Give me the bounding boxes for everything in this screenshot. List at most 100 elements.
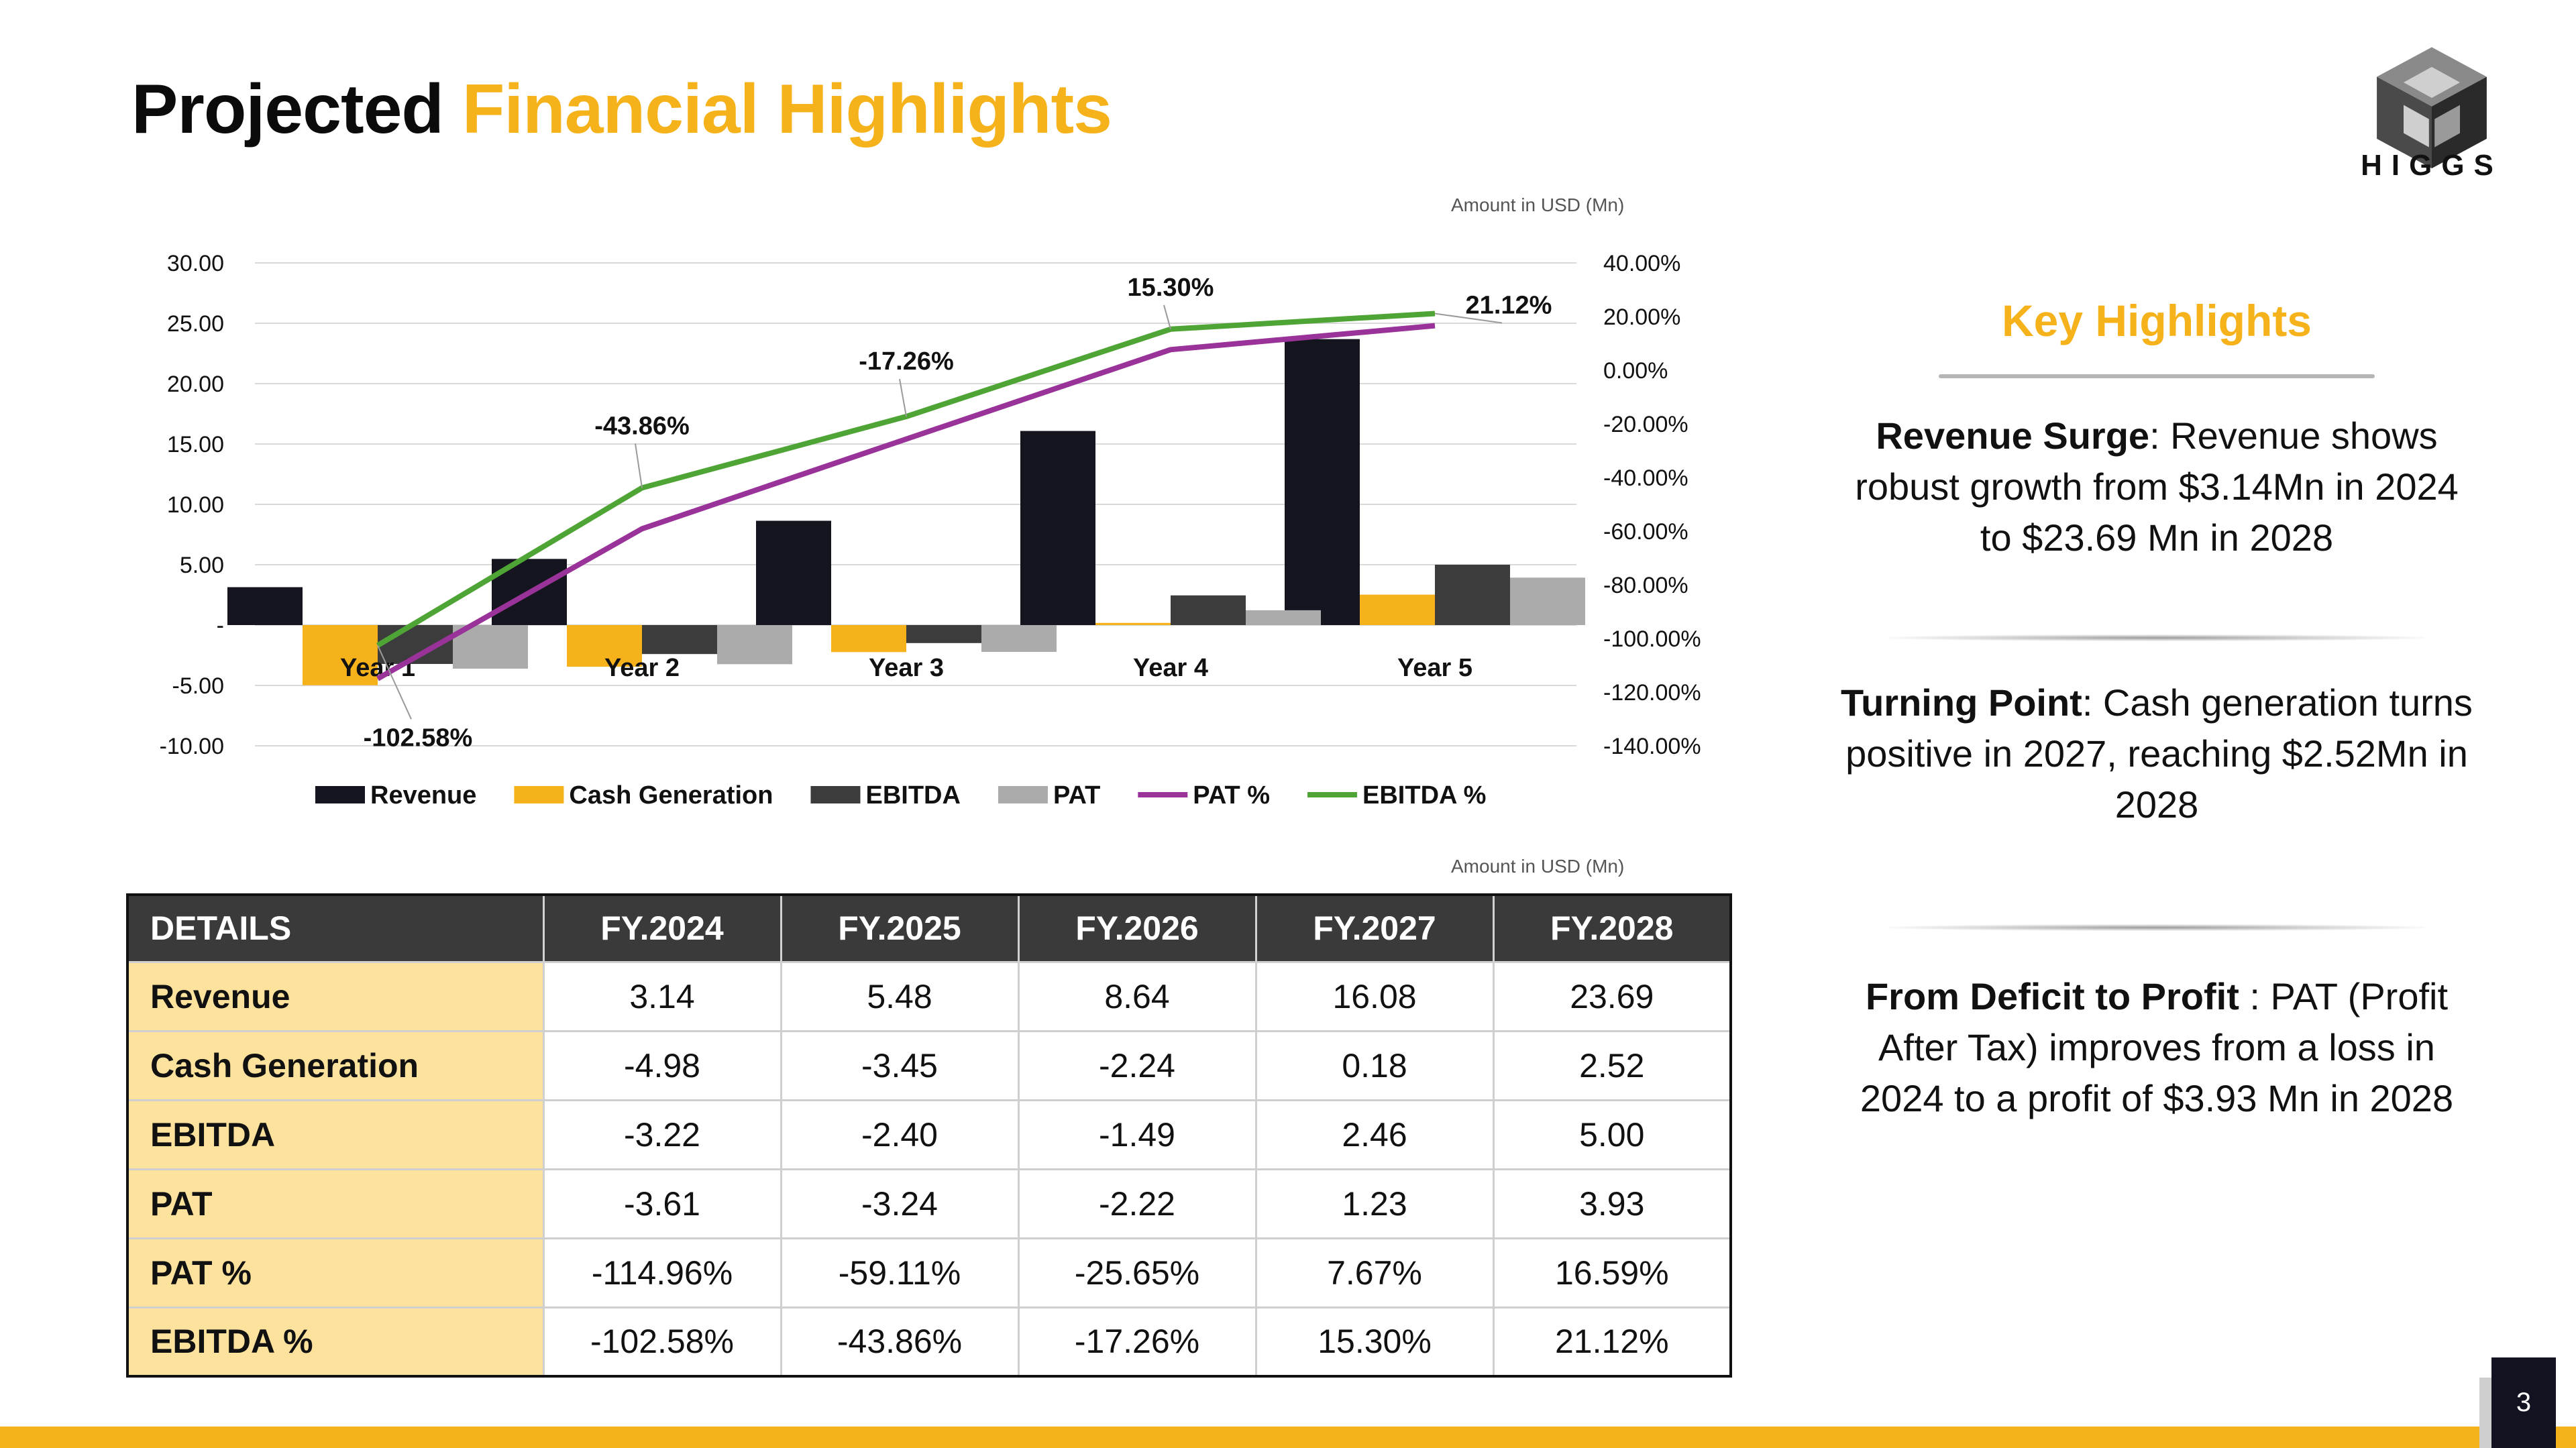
data-label-leader	[1163, 304, 1171, 330]
bar-cash-generation	[1360, 594, 1435, 625]
page-number: 3	[2491, 1357, 2556, 1448]
bar-revenue	[1285, 339, 1360, 625]
bar-pat	[981, 625, 1057, 652]
y-right-tick-label: 0.00%	[1603, 358, 1668, 384]
table-cell: -2.24	[1017, 1029, 1257, 1101]
y-right-tick-label: 20.00%	[1603, 304, 1680, 330]
row-label: EBITDA	[126, 1099, 545, 1170]
table-cell: -43.86%	[780, 1306, 1020, 1378]
table-header: FY.2025	[780, 893, 1020, 963]
legend-label: PAT	[1053, 781, 1100, 810]
data-label: -102.58%	[364, 724, 473, 752]
table-cell: 2.52	[1492, 1029, 1732, 1101]
table-cell: 3.14	[542, 960, 782, 1032]
title-underline	[1939, 374, 2375, 378]
legend-label: PAT %	[1193, 781, 1270, 810]
bar-revenue	[756, 520, 831, 625]
bar-cash-generation	[831, 625, 906, 653]
table-header: FY.2026	[1017, 893, 1257, 963]
table-cell: -1.49	[1017, 1099, 1257, 1170]
line-ebitda-	[376, 311, 1436, 648]
legend-swatch	[998, 786, 1048, 803]
table-row: Cash Generation -4.98 -3.45 -2.24 0.18 2…	[126, 1029, 1732, 1101]
page-number-shadow	[2479, 1378, 2493, 1448]
table-row: EBITDA % -102.58% -43.86% -17.26% 15.30%…	[126, 1306, 1732, 1378]
bar-ebitda	[906, 625, 981, 643]
key-highlights-title: Key Highlights	[2001, 296, 2312, 345]
y-left-tick-label: 15.00	[167, 432, 224, 457]
title-part-2: Financial Highlights	[462, 70, 1112, 148]
table-cell: 5.48	[780, 960, 1020, 1032]
y-right-tick-label: -100.00%	[1603, 626, 1701, 652]
table-row: Revenue 3.14 5.48 8.64 16.08 23.69	[126, 960, 1732, 1032]
table-header-row: DETAILS FY.2024 FY.2025 FY.2026 FY.2027 …	[126, 893, 1732, 963]
legend-label: Revenue	[370, 781, 476, 810]
divider	[1888, 634, 2425, 641]
x-category-label: Year 2	[604, 654, 680, 682]
data-label: 21.12%	[1466, 292, 1552, 320]
table-header: FY.2027	[1254, 893, 1495, 963]
bar-ebitda	[1171, 595, 1246, 625]
row-label: EBITDA %	[126, 1306, 545, 1378]
y-right-tick-label: -40.00%	[1603, 465, 1688, 491]
financial-chart: 30.00 25.00 20.00 15.00 10.00 5.00 - -5.00 -10.0…	[160, 251, 1701, 810]
y-right-tick-label: -120.00%	[1603, 680, 1701, 706]
chart-unit-label: Amount in USD (Mn)	[1451, 194, 1625, 215]
table-cell: -2.22	[1017, 1168, 1257, 1239]
y-right-tick-label: -80.00%	[1603, 573, 1688, 598]
table-cell: 16.08	[1254, 960, 1495, 1032]
highlight-item: Turning Point: Cash generation turns pos…	[1838, 677, 2475, 830]
table-cell: 23.69	[1492, 960, 1732, 1032]
data-label: -43.86%	[594, 412, 690, 440]
y-left-tick-label: 5.00	[180, 553, 224, 578]
bar-ebitda	[1435, 565, 1510, 625]
x-category-label: Year 3	[869, 654, 944, 682]
x-category-label: Year 4	[1133, 654, 1208, 682]
legend-swatch	[810, 786, 861, 803]
table-header: FY.2028	[1492, 893, 1732, 963]
y-left-tick-label: 20.00	[167, 372, 224, 397]
legend-swatch	[315, 786, 365, 803]
table-cell: 7.67%	[1254, 1237, 1495, 1308]
table-cell: 3.93	[1492, 1168, 1732, 1239]
table-cell: -2.40	[780, 1099, 1020, 1170]
row-label: PAT	[126, 1168, 545, 1239]
logo-wordmark: HIGGS	[2361, 149, 2503, 182]
table-row: EBITDA -3.22 -2.40 -1.49 2.46 5.00	[126, 1099, 1732, 1170]
page-title: Projected Financial Highlights	[131, 70, 1112, 150]
data-label: 15.30%	[1128, 274, 1214, 302]
table-cell: 2.46	[1254, 1099, 1495, 1170]
footer-accent-bar	[0, 1427, 2576, 1448]
legend-label: Cash Generation	[569, 781, 773, 810]
table-header: FY.2024	[542, 893, 782, 963]
data-label-leader	[635, 443, 643, 488]
y-left-tick-label: 10.00	[167, 492, 224, 518]
table-cell: -3.61	[542, 1168, 782, 1239]
y-left-tick-label: -5.00	[172, 673, 225, 699]
divider	[1888, 924, 2425, 931]
table-cell: -17.26%	[1017, 1306, 1257, 1378]
bar-cash-generation	[1095, 622, 1171, 625]
table-row: PAT % -114.96% -59.11% -25.65% 7.67% 16.…	[126, 1237, 1732, 1308]
table-cell: -114.96%	[542, 1237, 782, 1308]
y-right-tick-label: -60.00%	[1603, 519, 1688, 545]
data-label-leader	[1434, 313, 1503, 324]
row-label: Revenue	[126, 960, 545, 1032]
bar-revenue	[227, 587, 303, 625]
table-cell: -102.58%	[542, 1306, 782, 1378]
bar-cash-generation	[303, 625, 378, 685]
y-left-tick-label: 30.00	[167, 251, 224, 276]
key-highlights-panel: Key Highlights Revenue Surge: Revenue sh…	[1838, 295, 2475, 1124]
table-row: PAT -3.61 -3.24 -2.22 1.23 3.93	[126, 1168, 1732, 1239]
y-left-tick-label: -10.00	[160, 734, 224, 759]
highlight-heading: Turning Point	[1841, 681, 2082, 724]
legend-label: EBITDA %	[1362, 781, 1486, 810]
highlight-heading: From Deficit to Profit	[1865, 975, 2239, 1017]
line-pat-	[376, 323, 1436, 681]
row-label: Cash Generation	[126, 1029, 545, 1101]
bar-revenue	[1020, 431, 1095, 625]
y-left-tick-label: 25.00	[167, 311, 224, 337]
table-cell: 5.00	[1492, 1099, 1732, 1170]
highlight-item: Revenue Surge: Revenue shows robust grow…	[1838, 410, 2475, 563]
highlight-item: From Deficit to Profit : PAT (Profit Aft…	[1838, 971, 2475, 1124]
